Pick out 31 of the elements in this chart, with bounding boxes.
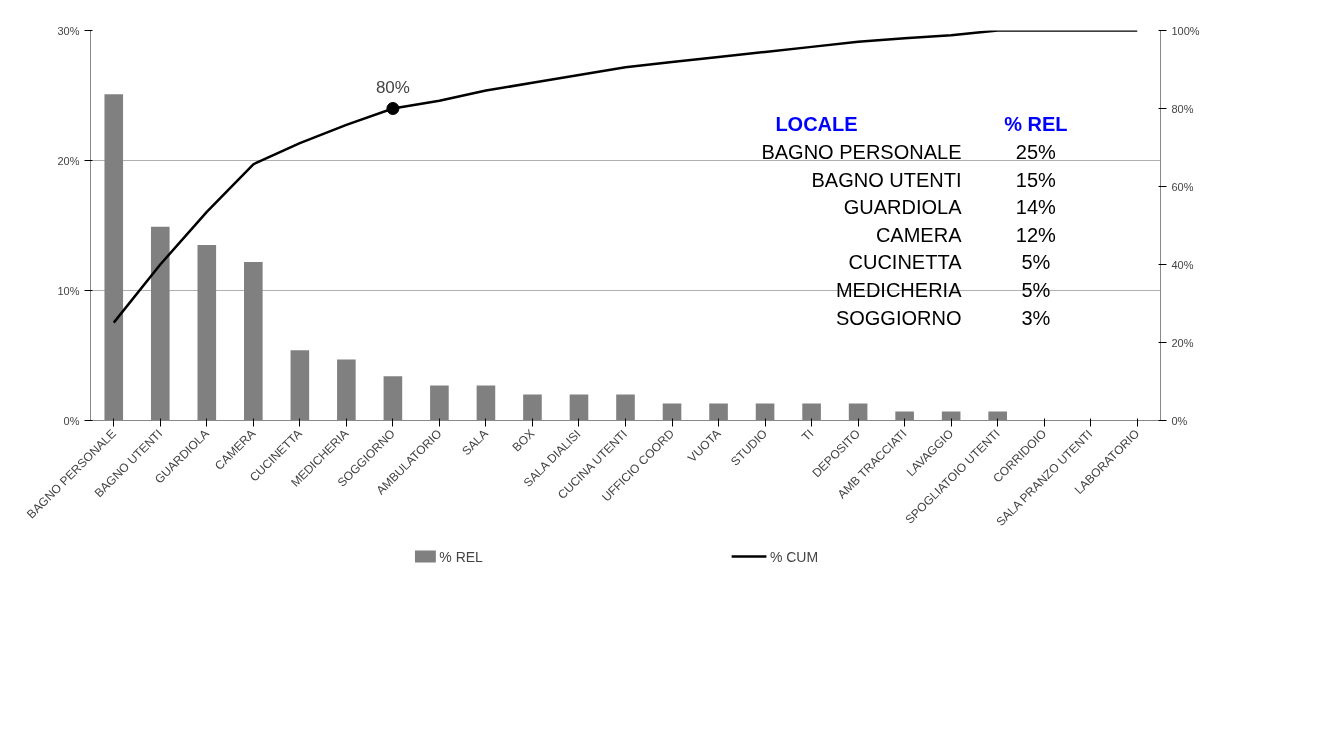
y-tick-label: 20% [57, 154, 80, 167]
annotation: 5% [1021, 279, 1051, 302]
y-tick-label: 10% [57, 284, 80, 297]
y2-tick-label: 20% [1171, 336, 1194, 349]
x-tick-label: TI [799, 426, 817, 444]
annotation: 5% [1021, 251, 1051, 274]
legend-label: % REL [439, 548, 484, 565]
annotation: CUCINETTA [848, 251, 963, 274]
annotation: SOGGIORNO [835, 306, 962, 329]
annotation: % REL [1004, 113, 1068, 136]
annotation: MEDICHERIA [835, 279, 963, 302]
annotation: BAGNO PERSONALE [761, 140, 962, 163]
y-tick-label: 30% [57, 24, 80, 37]
annotation: 3% [1021, 306, 1051, 329]
annotation: 15% [1015, 168, 1057, 191]
y2-tick-label: 100% [1171, 24, 1200, 37]
y2-tick-label: 0% [1171, 414, 1188, 427]
annotation: CAMERA [875, 223, 963, 246]
y2-tick-label: 80% [1171, 102, 1194, 115]
annotation: LOCALE [775, 113, 858, 136]
y-tick-label: 0% [63, 414, 80, 427]
y2-tick-label: 60% [1171, 180, 1194, 193]
y2-tick-label: 40% [1171, 258, 1194, 271]
annotation: 12% [1015, 223, 1057, 246]
annotation: GUARDIOLA [843, 196, 963, 219]
data-label: 80% [375, 77, 410, 97]
legend-label: % CUM [769, 548, 819, 565]
annotation: 14% [1015, 196, 1057, 219]
annotation: 25% [1015, 140, 1057, 163]
line-series [112, 30, 1139, 324]
annotation: BAGNO UTENTI [811, 168, 962, 191]
